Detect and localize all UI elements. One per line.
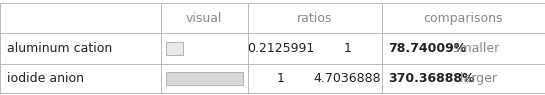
FancyBboxPatch shape <box>166 72 243 85</box>
Text: aluminum cation: aluminum cation <box>7 42 112 55</box>
Text: ratios: ratios <box>297 12 332 25</box>
Text: 1: 1 <box>277 72 284 85</box>
Text: 1: 1 <box>343 42 352 55</box>
FancyBboxPatch shape <box>166 42 183 55</box>
Text: 4.7036888: 4.7036888 <box>313 72 382 85</box>
Text: 0.2125991: 0.2125991 <box>247 42 314 55</box>
Text: 78.74009%: 78.74009% <box>388 42 467 55</box>
Text: iodide anion: iodide anion <box>7 72 83 85</box>
Text: larger: larger <box>456 72 497 85</box>
Text: visual: visual <box>186 12 222 25</box>
Text: comparisons: comparisons <box>423 12 503 25</box>
Text: smaller: smaller <box>450 42 500 55</box>
Text: 370.36888%: 370.36888% <box>388 72 475 85</box>
